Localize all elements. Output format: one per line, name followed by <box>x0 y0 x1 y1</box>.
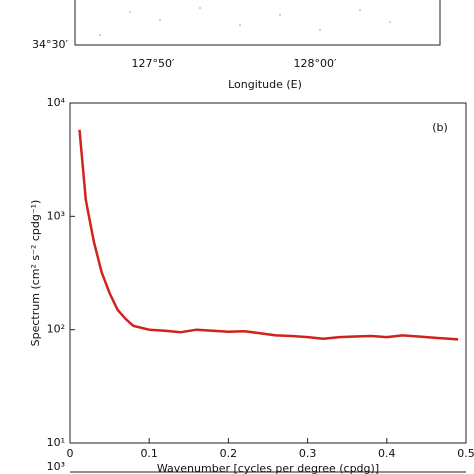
map-specks <box>99 7 391 36</box>
x-tick-label: 0.4 <box>378 447 396 460</box>
y-tick-label: 10² <box>47 323 65 336</box>
x-axis-label: Wavenumber [cycles per degree (cpdg)] <box>157 462 379 474</box>
x-tick-label: 128°00′ <box>294 57 337 70</box>
spectrum-line <box>78 129 459 341</box>
y-tick-label: 10⁴ <box>47 96 66 109</box>
y-tick-label: 10¹ <box>47 436 65 449</box>
y-tick-label: 10³ <box>47 209 65 222</box>
x-tick-label: 0.2 <box>220 447 238 460</box>
plot-frame <box>69 102 467 444</box>
map-frame <box>74 0 441 46</box>
x-tick-label: 0.5 <box>457 447 474 460</box>
y-tick-label: 34°30′ <box>32 38 68 51</box>
x-tick-label: 0 <box>67 447 74 460</box>
x-tick-label: 0.3 <box>299 447 317 460</box>
x-tick-label: 127°50′ <box>132 57 175 70</box>
x-tick-label: 0.1 <box>140 447 158 460</box>
y-tick-label: 10³ <box>47 460 65 473</box>
panel-label: (b) <box>432 121 448 134</box>
y-axis-label: Spectrum (cm² s⁻² cpdg⁻¹) <box>29 200 42 347</box>
x-axis-label: Longitude (E) <box>228 78 302 91</box>
